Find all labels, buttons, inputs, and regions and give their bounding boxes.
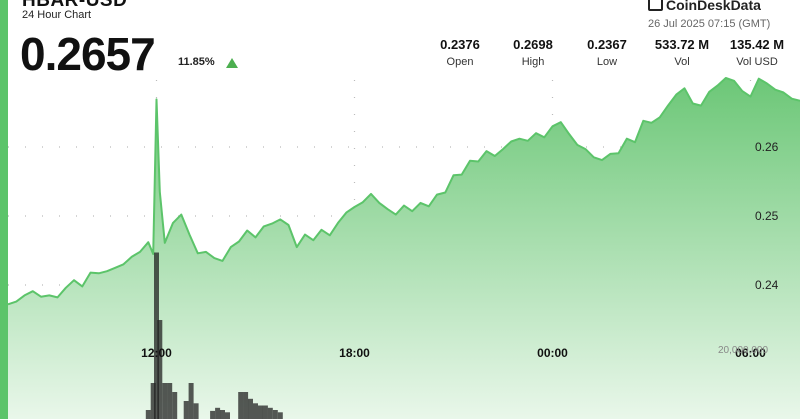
stat-value: 135.42 M	[729, 37, 785, 52]
stat-label: High	[521, 56, 545, 68]
volume-bar	[150, 383, 156, 419]
volume-bar	[210, 410, 216, 419]
chart-subtitle: 24 Hour Chart	[22, 9, 92, 21]
accent-bar	[0, 0, 8, 419]
volume-bar	[183, 401, 189, 419]
stat-value: 0.2698	[513, 37, 553, 52]
x-tick-label: 12:00	[141, 346, 172, 360]
volume-bar	[215, 407, 221, 419]
stat-high: 0.2698 High	[493, 37, 573, 68]
price-change: 11.85%	[178, 56, 215, 68]
stat-value: 0.2367	[587, 37, 627, 52]
volume-bar	[193, 403, 199, 419]
volume-bar	[220, 410, 225, 419]
stat-low: 0.2367 Low	[567, 37, 647, 68]
timestamp: 26 Jul 2025 07:15 (GMT)	[648, 18, 771, 30]
stat-vol: 533.72 M Vol	[642, 37, 722, 68]
up-arrow-icon	[226, 58, 238, 68]
volume-bar	[248, 398, 253, 419]
stat-value: 0.2376	[440, 37, 480, 52]
y-tick-label: 0.26	[755, 140, 779, 154]
stat-vol-usd: 135.42 M Vol USD	[717, 37, 797, 68]
stat-open: 0.2376 Open	[420, 37, 500, 68]
volume-bar	[258, 405, 263, 419]
volume-bar	[154, 252, 159, 419]
volume-bar	[272, 410, 278, 419]
volume-bar	[157, 320, 163, 419]
volume-bar	[167, 383, 173, 419]
y-tick-label: 0.25	[755, 209, 779, 223]
volume-bar	[238, 392, 244, 419]
price-line	[7, 77, 800, 306]
x-tick-label: 00:00	[537, 346, 568, 360]
current-price: 0.2657	[20, 28, 156, 80]
volume-scale-label: 20,000,000	[718, 345, 768, 356]
stats-bar: 0.2376 Open 0.2698 High 0.2367 Low 533.72 M…	[420, 37, 800, 77]
chart-title: HBAR-USD	[22, 0, 128, 11]
logo-text: CoinDeskData	[666, 0, 761, 13]
volume-bar	[225, 412, 230, 419]
y-tick-label: 0.24	[755, 278, 779, 292]
stat-label: Open	[446, 56, 474, 68]
volume-bar	[243, 392, 249, 419]
stat-value: 533.72 M	[654, 37, 710, 52]
x-tick-label: 18:00	[339, 346, 370, 360]
price-area	[8, 78, 800, 419]
volume-bar	[145, 410, 151, 419]
x-tick-label: 06:00	[735, 346, 766, 360]
coindesk-logo: CoinDeskData	[648, 0, 761, 13]
stat-label: Vol	[674, 56, 690, 68]
volume-bar	[253, 403, 258, 419]
volume-bar	[277, 412, 283, 419]
volume-bar	[188, 383, 194, 419]
volume-bar	[267, 407, 273, 419]
stat-label: Low	[596, 56, 618, 68]
logo-mark-icon	[648, 0, 663, 11]
volume-bar	[172, 392, 178, 419]
volume-bar	[262, 405, 268, 419]
stat-label: Vol USD	[736, 56, 778, 68]
volume-bar	[162, 383, 168, 419]
